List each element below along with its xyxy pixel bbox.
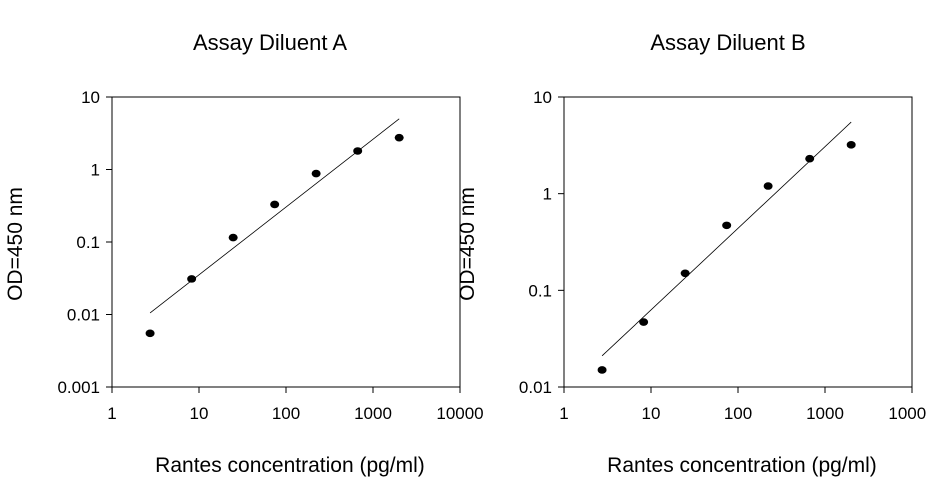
x-tick-label: 10 [642, 404, 661, 423]
data-point [311, 169, 321, 178]
plot-frame [111, 96, 461, 388]
y-tick-label: 1 [543, 185, 552, 204]
x-tick-label: 1000 [806, 404, 844, 423]
x-tick-label: 1000 [354, 404, 392, 423]
y-tick-label: 1 [91, 161, 100, 180]
y-tick-label: 0.1 [528, 281, 552, 300]
data-point [639, 318, 649, 326]
x-tick-label: 10000 [436, 404, 483, 423]
x-axis-label: Rantes concentration (pg/ml) [607, 454, 877, 477]
data-point [394, 133, 404, 142]
data-point [270, 200, 280, 209]
x-tick-label: 1 [559, 404, 568, 423]
y-tick-label: 0.1 [76, 233, 100, 252]
x-tick-label: 10000 [888, 404, 926, 423]
data-point [597, 366, 607, 374]
chart-title: Assay Diluent A [193, 30, 347, 55]
y-tick-label: 0.01 [519, 378, 552, 397]
data-point [353, 147, 363, 155]
y-tick-label: 0.001 [57, 378, 100, 397]
y-axis-label: OD=450 nm [456, 187, 479, 301]
y-tick-label: 10 [533, 88, 552, 107]
y-tick-label: 10 [81, 88, 100, 107]
chart-title: Assay Diluent B [650, 30, 805, 55]
data-point [763, 182, 773, 190]
data-point [145, 329, 155, 338]
x-tick-label: 100 [724, 404, 752, 423]
fit-line [149, 118, 400, 314]
chart-panel-2: Assay Diluent B 1 10 100 1000 10000 10 1 0.1 0.01… [456, 30, 926, 477]
plot-frame [563, 96, 913, 388]
x-axis-label: Rantes concentration (pg/ml) [155, 454, 425, 477]
x-tick-label: 10 [190, 404, 209, 423]
x-tick-label: 100 [272, 404, 300, 423]
data-point [680, 269, 690, 278]
x-tick-label: 1 [107, 404, 116, 423]
y-tick-label: 0.01 [67, 306, 100, 325]
data-point [187, 275, 197, 283]
data-point [228, 233, 238, 242]
data-point [846, 141, 856, 149]
y-axis-label: OD=450 nm [4, 187, 27, 301]
data-point [722, 221, 732, 230]
data-point [805, 154, 815, 163]
chart-panel-1: Assay Diluent A 1 10 100 1000 10000 10 1 0.1 0.01… [4, 30, 484, 477]
